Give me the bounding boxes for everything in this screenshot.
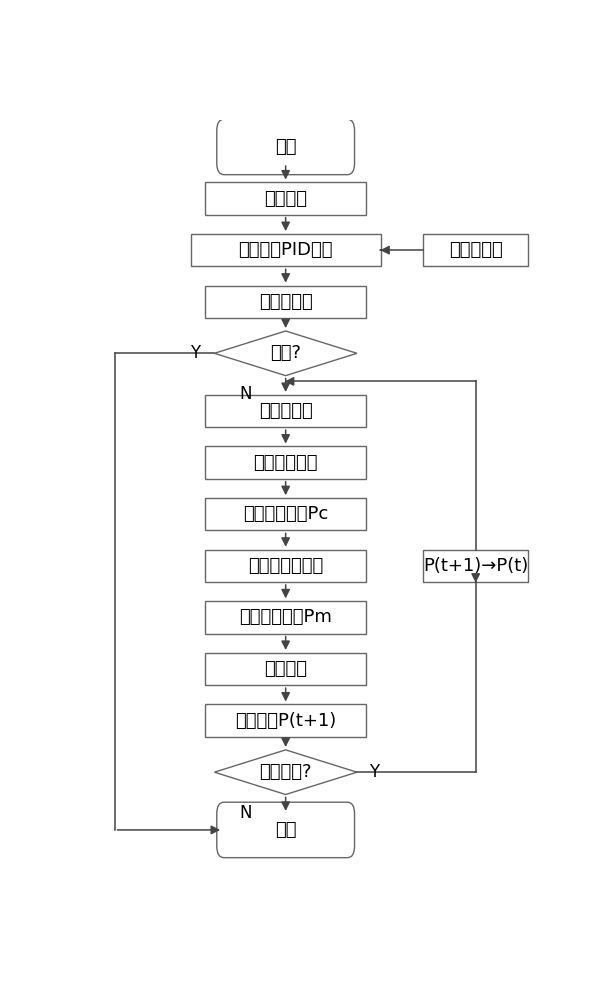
- Text: 结束: 结束: [275, 821, 297, 839]
- Bar: [205, 550, 367, 582]
- Polygon shape: [215, 750, 357, 795]
- Text: 子代种群P(t+1): 子代种群P(t+1): [235, 712, 337, 730]
- Polygon shape: [215, 331, 357, 376]
- Bar: [205, 601, 367, 634]
- Text: Y: Y: [190, 344, 200, 362]
- Text: 开始: 开始: [275, 138, 297, 156]
- Text: 高斯变异: 高斯变异: [264, 660, 307, 678]
- FancyBboxPatch shape: [217, 119, 354, 175]
- Bar: [205, 286, 367, 318]
- Bar: [424, 550, 528, 582]
- Bar: [205, 182, 367, 215]
- Text: N: N: [239, 804, 251, 822]
- Text: P(t+1)→P(t): P(t+1)→P(t): [423, 557, 528, 575]
- Text: 非均匀线性交叉: 非均匀线性交叉: [248, 557, 323, 575]
- FancyBboxPatch shape: [217, 802, 354, 858]
- Bar: [205, 446, 367, 479]
- Text: 计算变异概率Pm: 计算变异概率Pm: [239, 608, 332, 626]
- Text: 计算适应度: 计算适应度: [259, 402, 313, 420]
- Bar: [424, 234, 528, 266]
- Bar: [205, 704, 367, 737]
- Text: 种群初始化: 种群初始化: [259, 293, 313, 311]
- Text: 计算交叉概率Pc: 计算交叉概率Pc: [243, 505, 329, 523]
- Text: N: N: [239, 385, 251, 403]
- Text: 收敛?: 收敛?: [270, 344, 301, 362]
- Text: 最大迭代?: 最大迭代?: [259, 763, 312, 781]
- Text: 线性排序选择: 线性排序选择: [253, 454, 318, 472]
- Bar: [205, 498, 367, 530]
- Bar: [205, 653, 367, 685]
- Text: Y: Y: [369, 763, 379, 781]
- Text: 实数编码PID参数: 实数编码PID参数: [238, 241, 333, 259]
- Bar: [205, 395, 367, 427]
- Text: 设置参数: 设置参数: [264, 190, 307, 208]
- Bar: [191, 234, 381, 266]
- Text: 均匀设计表: 均匀设计表: [449, 241, 503, 259]
